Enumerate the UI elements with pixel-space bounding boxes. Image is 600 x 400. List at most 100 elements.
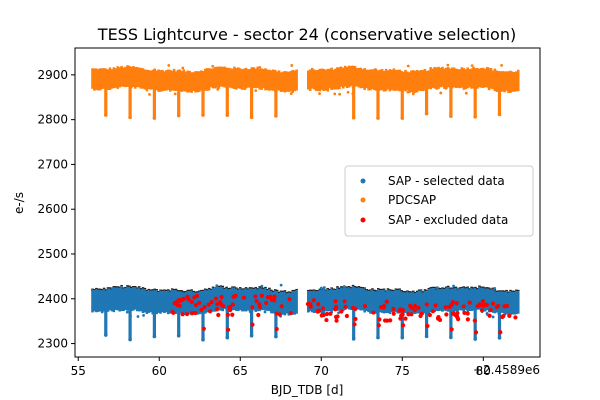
sap-error-bar bbox=[172, 288, 176, 291]
sap-error-bar bbox=[128, 285, 131, 287]
pdcsap-band bbox=[289, 71, 293, 92]
pdcsap-band bbox=[161, 69, 164, 92]
pdcsap-band bbox=[213, 66, 217, 89]
sap-error-bar bbox=[495, 290, 499, 293]
pdcsap-band bbox=[178, 69, 182, 92]
pdcsap-point bbox=[148, 93, 151, 96]
sap-excluded-point bbox=[456, 317, 461, 322]
sap-selected-band bbox=[126, 286, 129, 311]
sap-error-bar bbox=[260, 287, 263, 289]
sap-excluded-point bbox=[316, 302, 321, 307]
sap-error-bar bbox=[439, 287, 442, 290]
sap-selected-band bbox=[511, 291, 514, 315]
sap-selected-band bbox=[275, 291, 279, 316]
pdcsap-band bbox=[421, 70, 425, 92]
sap-selected-band bbox=[380, 290, 384, 313]
sap-error-bar bbox=[143, 287, 147, 290]
sap-selected-band bbox=[470, 287, 473, 312]
sap-excluded-point bbox=[253, 294, 258, 299]
pdcsap-point bbox=[181, 66, 185, 70]
pdcsap-band bbox=[394, 69, 398, 91]
sap-selected-band bbox=[402, 292, 405, 313]
sap-excluded-point bbox=[186, 297, 191, 302]
sap-selected-dip bbox=[424, 309, 429, 337]
pdcsap-band bbox=[396, 69, 399, 91]
pdcsap-band bbox=[137, 67, 141, 88]
sap-selected-point bbox=[253, 289, 257, 293]
pdcsap-band bbox=[349, 65, 353, 87]
sap-selected-point bbox=[142, 313, 145, 317]
pdcsap-band bbox=[281, 71, 285, 92]
sap-selected-band bbox=[128, 286, 131, 310]
sap-selected-dip-point bbox=[473, 337, 477, 341]
pdcsap-band bbox=[334, 68, 337, 90]
sap-error-bar bbox=[147, 288, 151, 291]
pdcsap-dip bbox=[250, 86, 254, 118]
sap-excluded-point bbox=[384, 318, 390, 323]
sap-selected-band bbox=[427, 289, 431, 314]
sap-excluded-point bbox=[462, 310, 467, 315]
pdcsap-band bbox=[340, 67, 343, 87]
pdcsap-band bbox=[223, 66, 226, 88]
sap-selected-band bbox=[351, 286, 355, 310]
sap-error-bar bbox=[513, 290, 516, 293]
pdcsap-band bbox=[254, 68, 258, 89]
pdcsap-point bbox=[173, 92, 177, 96]
sap-selected-band bbox=[320, 289, 324, 314]
sap-error-bar bbox=[283, 290, 287, 292]
sap-selected-band bbox=[252, 289, 256, 311]
sap-selected-band bbox=[205, 290, 209, 313]
pdcsap-point bbox=[258, 66, 262, 69]
pdcsap-band bbox=[252, 67, 256, 88]
sap-selected-band bbox=[410, 292, 413, 315]
sap-error-bar bbox=[273, 289, 277, 291]
sap-excluded-point bbox=[209, 300, 214, 305]
sap-error-bar bbox=[102, 287, 106, 290]
sap-error-bar bbox=[242, 288, 246, 290]
sap-selected-band bbox=[505, 291, 508, 315]
sap-excluded-point bbox=[391, 306, 396, 311]
sap-excluded-point bbox=[264, 300, 269, 306]
pdcsap-point bbox=[289, 92, 293, 95]
sap-selected-band bbox=[227, 289, 230, 311]
sap-excluded-point bbox=[213, 296, 219, 301]
pdcsap-band bbox=[456, 69, 460, 88]
pdcsap-point bbox=[429, 67, 432, 70]
sap-excluded-point bbox=[311, 298, 317, 303]
sap-error-bar bbox=[357, 286, 361, 288]
sap-excluded-point bbox=[400, 323, 406, 328]
sap-excluded-point bbox=[350, 305, 356, 310]
sap-selected-dip bbox=[104, 309, 108, 336]
sap-error-bar bbox=[392, 289, 396, 292]
sap-selected-band bbox=[167, 290, 170, 315]
pdcsap-band bbox=[450, 67, 454, 89]
sap-excluded-point bbox=[189, 299, 194, 305]
sap-excluded-point bbox=[230, 302, 235, 307]
sap-selected-band bbox=[464, 288, 468, 311]
sap-selected-band bbox=[106, 288, 110, 312]
sap-selected-band bbox=[345, 287, 349, 309]
sap-selected-point bbox=[111, 286, 114, 290]
pdcsap-band bbox=[237, 67, 240, 89]
sap-error-bar bbox=[153, 288, 156, 290]
sap-error-bar bbox=[207, 287, 211, 290]
sap-error-bar bbox=[462, 286, 466, 288]
legend-box bbox=[344, 165, 534, 237]
sap-selected-band bbox=[491, 288, 495, 313]
pdcsap-point bbox=[464, 91, 468, 95]
sap-error-bar bbox=[268, 287, 271, 290]
pdcsap-band bbox=[452, 67, 456, 88]
pdcsap-dip bbox=[352, 86, 356, 118]
sap-selected-band bbox=[371, 289, 374, 314]
sap-selected-dip-point bbox=[449, 335, 453, 340]
sap-excluded-point bbox=[408, 303, 413, 308]
sap-selected-point bbox=[91, 289, 94, 293]
pdcsap-band bbox=[256, 66, 260, 88]
pdcsap-band bbox=[275, 71, 279, 91]
sap-error-bar bbox=[472, 287, 475, 289]
sap-excluded-point bbox=[334, 304, 339, 310]
sap-error-bar bbox=[408, 291, 411, 293]
sap-error-bar bbox=[141, 287, 145, 289]
pdcsap-band bbox=[314, 70, 318, 91]
sap-error-bar bbox=[445, 286, 448, 288]
